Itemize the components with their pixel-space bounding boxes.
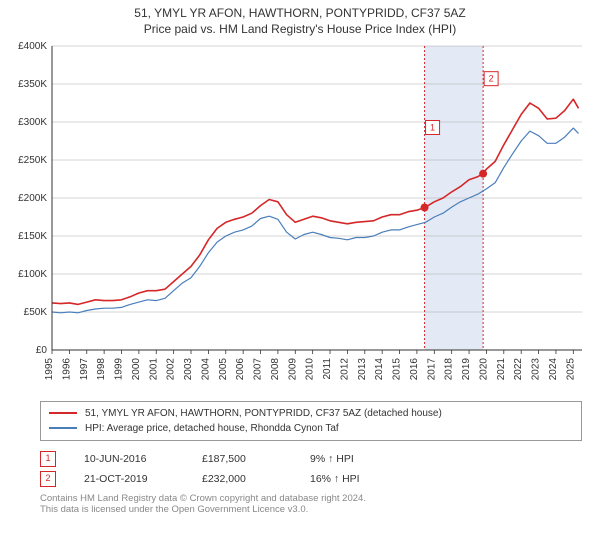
svg-text:£0: £0 [36, 345, 48, 356]
svg-text:2025: 2025 [565, 357, 576, 380]
svg-text:2013: 2013 [357, 357, 368, 380]
svg-text:£400K: £400K [18, 41, 47, 52]
svg-text:2012: 2012 [339, 357, 350, 380]
svg-text:2017: 2017 [426, 357, 437, 380]
svg-text:2019: 2019 [461, 357, 472, 380]
legend-item: HPI: Average price, detached house, Rhon… [49, 421, 573, 436]
annotation-badge: 1 [40, 451, 56, 467]
svg-text:2007: 2007 [253, 357, 264, 380]
annotation-diff: 9% ↑ HPI [310, 453, 390, 465]
footer-line-2: This data is licensed under the Open Gov… [40, 504, 582, 516]
annotation-price: £232,000 [202, 473, 282, 485]
legend-swatch [49, 427, 77, 429]
svg-text:1995: 1995 [44, 357, 55, 380]
svg-text:2011: 2011 [322, 357, 333, 379]
svg-text:1999: 1999 [114, 357, 125, 380]
svg-text:1997: 1997 [79, 357, 90, 380]
svg-text:£200K: £200K [18, 193, 47, 204]
svg-text:2: 2 [489, 73, 494, 83]
annotation-row: 2 21-OCT-2019 £232,000 16% ↑ HPI [40, 469, 582, 489]
svg-text:2010: 2010 [305, 357, 316, 380]
svg-text:£100K: £100K [18, 269, 47, 280]
annotation-date: 10-JUN-2016 [84, 453, 174, 465]
annotation-price: £187,500 [202, 453, 282, 465]
svg-text:2008: 2008 [270, 357, 281, 380]
chart-area: £0 £50K £100K £150K £200K £250K £300K £350K £400… [10, 40, 590, 395]
svg-text:2016: 2016 [409, 357, 420, 380]
legend: 51, YMYL YR AFON, HAWTHORN, PONTYPRIDD, … [40, 401, 582, 441]
footer-line-1: Contains HM Land Registry data © Crown c… [40, 493, 582, 505]
annotation-badge: 2 [40, 471, 56, 487]
svg-text:£50K: £50K [24, 307, 48, 318]
svg-text:£300K: £300K [18, 117, 47, 128]
svg-text:2022: 2022 [513, 357, 524, 380]
svg-text:2018: 2018 [444, 357, 455, 380]
svg-text:£350K: £350K [18, 79, 47, 90]
annotation-diff: 16% ↑ HPI [310, 473, 390, 485]
chart-title-line2: Price paid vs. HM Land Registry's House … [10, 22, 590, 36]
svg-text:2020: 2020 [478, 357, 489, 380]
svg-text:1: 1 [430, 122, 435, 132]
footer-attribution: Contains HM Land Registry data © Crown c… [40, 493, 582, 517]
chart-title-line1: 51, YMYL YR AFON, HAWTHORN, PONTYPRIDD, … [10, 6, 590, 22]
legend-item: 51, YMYL YR AFON, HAWTHORN, PONTYPRIDD, … [49, 406, 573, 421]
svg-text:2014: 2014 [374, 357, 385, 380]
svg-text:£150K: £150K [18, 231, 47, 242]
svg-text:2005: 2005 [218, 357, 229, 380]
svg-text:2015: 2015 [392, 357, 403, 380]
legend-swatch [49, 412, 77, 414]
svg-text:1996: 1996 [61, 357, 72, 380]
chart-container: 51, YMYL YR AFON, HAWTHORN, PONTYPRIDD, … [0, 0, 600, 560]
svg-text:2000: 2000 [131, 357, 142, 380]
svg-text:2006: 2006 [235, 357, 246, 380]
annotation-table: 1 10-JUN-2016 £187,500 9% ↑ HPI 2 21-OCT-2019… [40, 449, 582, 489]
svg-text:2024: 2024 [548, 357, 559, 380]
svg-text:2001: 2001 [148, 357, 159, 380]
svg-text:2021: 2021 [496, 357, 507, 380]
annotation-row: 1 10-JUN-2016 £187,500 9% ↑ HPI [40, 449, 582, 469]
svg-text:2003: 2003 [183, 357, 194, 380]
annotation-date: 21-OCT-2019 [84, 473, 174, 485]
svg-text:2023: 2023 [531, 357, 542, 380]
svg-text:£250K: £250K [18, 155, 47, 166]
svg-text:2009: 2009 [287, 357, 298, 380]
legend-label: HPI: Average price, detached house, Rhon… [85, 421, 339, 436]
svg-text:2002: 2002 [166, 357, 177, 380]
svg-text:1998: 1998 [96, 357, 107, 380]
legend-label: 51, YMYL YR AFON, HAWTHORN, PONTYPRIDD, … [85, 406, 442, 421]
line-chart-svg: £0 £50K £100K £150K £200K £250K £300K £350K £400… [10, 40, 590, 390]
svg-text:2004: 2004 [200, 357, 211, 380]
